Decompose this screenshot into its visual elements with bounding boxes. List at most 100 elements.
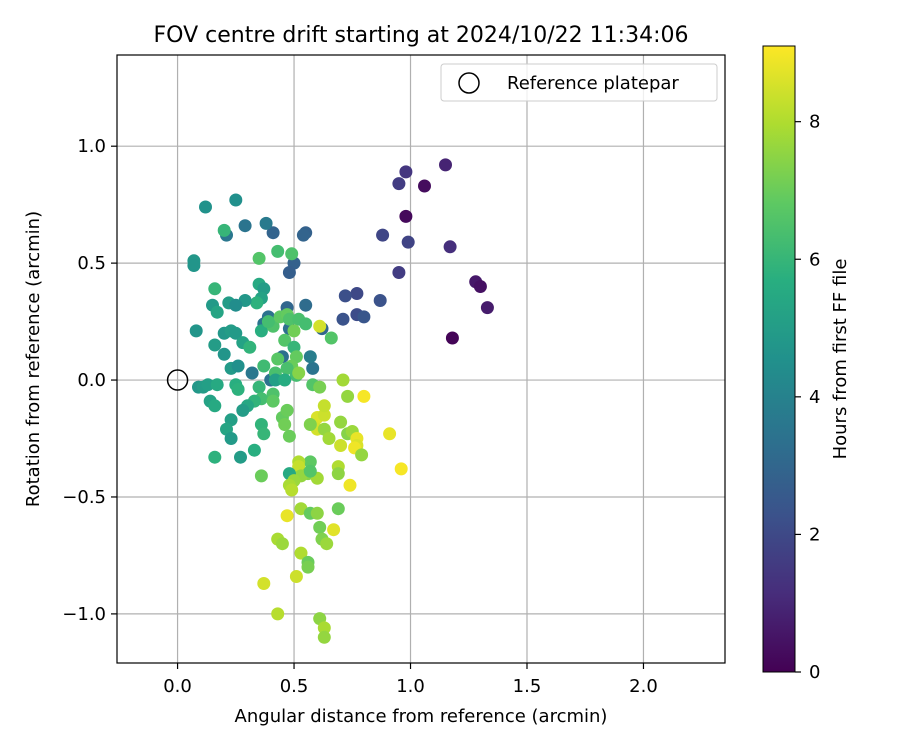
data-point (331, 467, 345, 481)
data-point (271, 607, 285, 621)
data-point (303, 350, 317, 364)
data-point (208, 338, 222, 352)
data-point (210, 378, 224, 392)
data-point (208, 282, 222, 296)
colorbar-label: Hours from first FF file (830, 259, 851, 460)
data-point (282, 429, 296, 443)
data-point (303, 455, 317, 469)
x-tick-label: 2.0 (629, 676, 658, 697)
colorbar-tick-label: 4 (809, 387, 820, 408)
data-point (303, 418, 317, 431)
data-point (243, 340, 257, 354)
colorbar-tick-label: 2 (809, 524, 820, 545)
legend-reference-marker (458, 72, 480, 94)
y-tick-label: 0.5 (77, 253, 106, 274)
data-point (289, 570, 303, 583)
data-point (338, 289, 352, 303)
data-point (252, 380, 266, 394)
data-point (317, 630, 331, 644)
x-tick-label: 1.5 (513, 676, 542, 697)
plot-frame (116, 54, 726, 664)
data-point (331, 502, 345, 516)
data-point (313, 319, 327, 333)
data-point (303, 464, 317, 478)
data-point (317, 408, 331, 422)
data-point (236, 403, 250, 417)
data-point (278, 373, 292, 387)
data-point (357, 389, 371, 403)
data-point (392, 177, 406, 191)
y-axis-ticks: −1.0 −0.5 0.0 0.5 1.0 (62, 136, 117, 625)
data-point (473, 280, 487, 293)
y-tick-label: −1.0 (62, 604, 106, 625)
data-point (234, 450, 247, 464)
data-point (229, 193, 243, 207)
y-axis-label: Rotation from reference (arcmin) (23, 211, 44, 507)
data-point (208, 399, 222, 413)
data-point (271, 244, 285, 258)
data-point (294, 546, 308, 560)
colorbar-tick-label: 0 (809, 662, 820, 683)
data-point (254, 469, 268, 483)
data-point (231, 382, 245, 396)
data-point (257, 359, 271, 373)
data-point (317, 399, 331, 413)
data-point (208, 450, 222, 464)
data-point (287, 324, 301, 338)
data-point (266, 226, 280, 240)
data-point (231, 359, 245, 373)
data-point (285, 483, 299, 497)
colorbar-tick-label: 8 (809, 112, 820, 133)
data-point (257, 577, 271, 590)
data-point (313, 380, 327, 394)
data-point (252, 251, 266, 265)
colorbar: 0 2 4 6 8 Hours from first FF file (762, 45, 851, 683)
data-point (254, 324, 268, 338)
data-point (334, 415, 348, 429)
data-point (268, 373, 282, 387)
data-point (322, 432, 336, 445)
data-point (299, 298, 313, 312)
data-point (280, 509, 294, 523)
data-point (399, 209, 413, 223)
data-point (350, 287, 364, 300)
legend: Reference platepar (440, 63, 718, 102)
data-point (317, 621, 331, 635)
data-point (392, 266, 406, 279)
data-point (245, 366, 259, 380)
colorbar-ticks: 0 2 4 6 8 (795, 112, 820, 683)
data-point (292, 366, 306, 380)
data-point (238, 219, 252, 233)
x-axis-label: Angular distance from reference (arcmin) (235, 706, 608, 727)
y-tick-label: 1.0 (77, 136, 106, 157)
data-point (296, 228, 310, 242)
data-point (373, 294, 387, 307)
data-point (343, 478, 357, 492)
data-point (217, 347, 231, 361)
data-point (336, 312, 350, 326)
legend-entry-reference: Reference platepar (507, 73, 679, 94)
data-point (341, 389, 355, 403)
data-point (189, 324, 203, 338)
data-point (418, 179, 431, 193)
data-point (280, 361, 294, 375)
data-point (357, 310, 371, 324)
x-axis-ticks: 0.0 0.5 1.0 1.5 2.0 (163, 663, 658, 697)
data-point (278, 418, 292, 431)
data-point (299, 317, 313, 331)
data-point (336, 373, 350, 387)
data-point (250, 296, 264, 310)
data-point (383, 427, 397, 441)
data-point (217, 223, 231, 237)
data-point (320, 537, 334, 551)
x-tick-label: 0.5 (280, 676, 309, 697)
colorbar-tick-label: 6 (809, 249, 820, 270)
x-tick-label: 1.0 (396, 676, 425, 697)
data-point (301, 560, 315, 574)
data-point (278, 333, 292, 347)
data-point (355, 448, 369, 462)
data-point (229, 298, 243, 312)
data-point (187, 259, 201, 272)
data-point (399, 165, 413, 179)
data-point (266, 394, 280, 408)
